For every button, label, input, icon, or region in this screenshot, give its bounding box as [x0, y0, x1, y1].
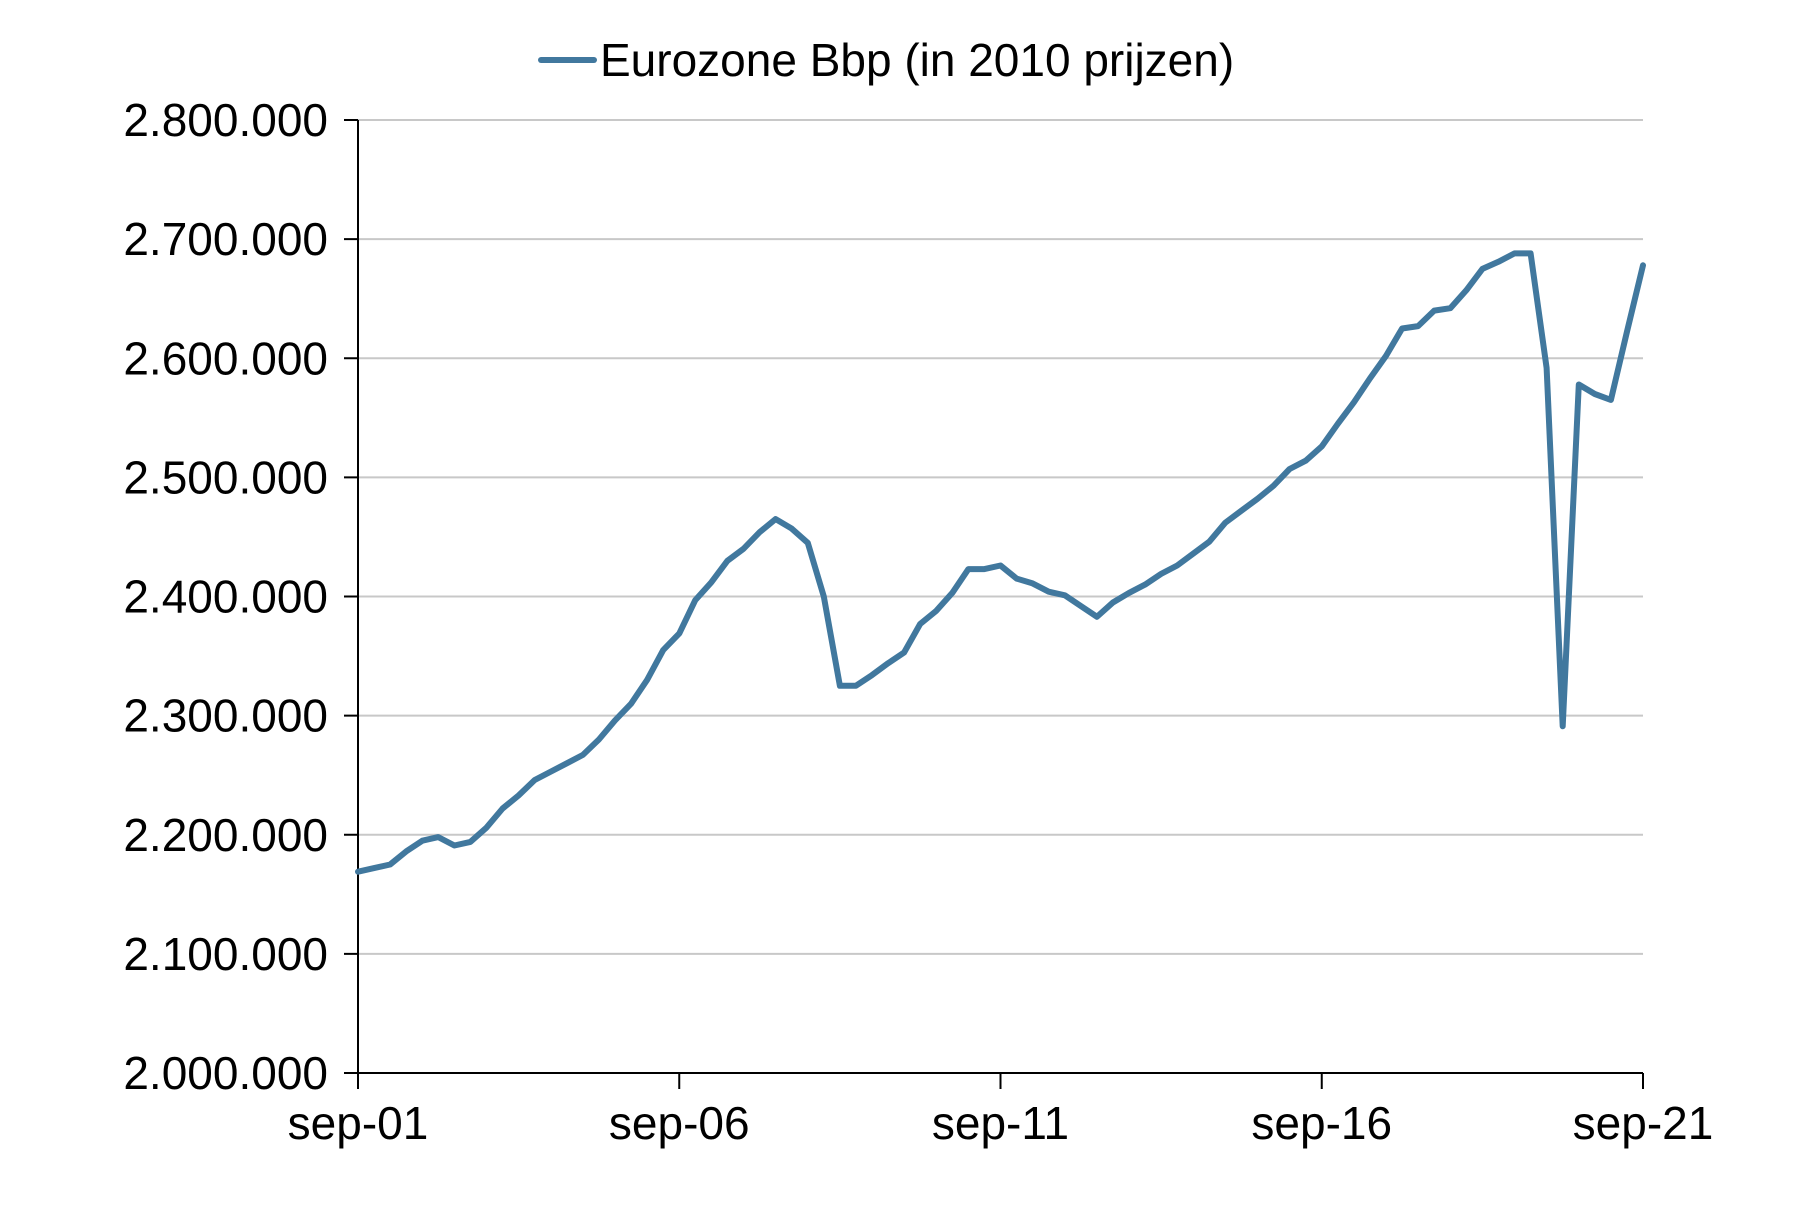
gridlines	[358, 119, 1643, 955]
y-tick-label: 2.500.000	[123, 451, 328, 503]
x-tick-label: sep-06	[609, 1097, 750, 1149]
y-tick-label: 2.700.000	[123, 213, 328, 265]
y-tick-label: 2.000.000	[123, 1047, 328, 1099]
y-tick-label: 2.200.000	[123, 809, 328, 861]
y-axis-tick-labels: 2.000.000 2.100.000 2.200.000 2.300.000 2.40…	[123, 94, 328, 1099]
x-tick-label: sep-11	[932, 1097, 1069, 1149]
y-tick-label: 2.600.000	[123, 332, 328, 384]
x-tick-label: sep-01	[288, 1097, 429, 1149]
legend: Eurozone Bbp (in 2010 prijzen)	[538, 34, 1234, 86]
legend-label: Eurozone Bbp (in 2010 prijzen)	[600, 34, 1234, 86]
y-tick-label: 2.300.000	[123, 690, 328, 742]
series-line-eurozone-bbp	[355, 250, 1646, 875]
y-tick-label: 2.100.000	[123, 928, 328, 980]
axes	[344, 119, 1644, 1089]
x-axis-tick-labels: sep-01 sep-06 sep-11 sep-16 sep-21	[288, 1097, 1714, 1149]
x-tick-label: sep-16	[1251, 1097, 1392, 1149]
y-tick-label: 2.400.000	[123, 571, 328, 623]
y-tick-label: 2.800.000	[123, 94, 328, 146]
x-tick-label: sep-21	[1573, 1097, 1714, 1149]
